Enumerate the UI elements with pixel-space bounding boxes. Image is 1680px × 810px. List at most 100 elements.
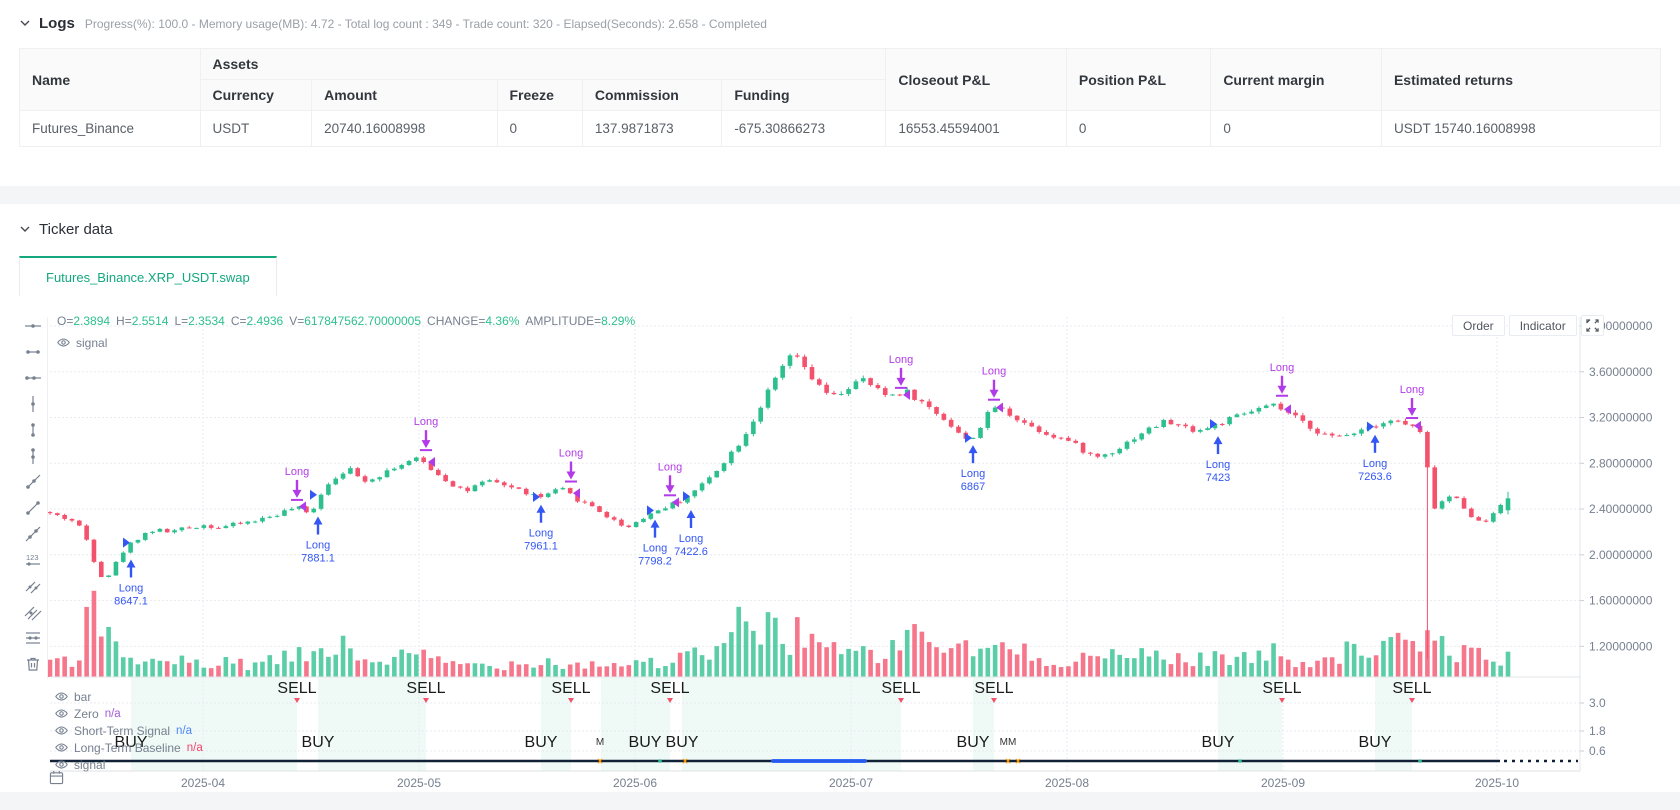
main-indicator-legend: signal	[57, 334, 107, 351]
svg-text:BUY: BUY	[666, 734, 699, 751]
ohlc-info-item: H=2.5514	[116, 314, 169, 328]
svg-text:BUY: BUY	[525, 734, 558, 751]
legend-label: signal	[74, 757, 106, 772]
svg-text:Long: Long	[306, 540, 330, 552]
svg-text:7798.2: 7798.2	[638, 556, 672, 568]
segment-line-icon[interactable]	[24, 499, 42, 517]
indicator-button[interactable]: Indicator	[1508, 315, 1577, 336]
legend-label: bar	[74, 689, 92, 704]
parallel-line-icon[interactable]	[24, 603, 42, 621]
svg-text:6867: 6867	[961, 481, 985, 493]
svg-text:×: ×	[1005, 757, 1011, 768]
axes	[50, 317, 1581, 772]
parallel-segment-icon[interactable]	[24, 577, 42, 595]
logs-section: Logs Progress(%): 100.0 - Memory usage(M…	[0, 0, 1680, 186]
horizontal-ray-icon[interactable]	[24, 369, 42, 387]
vertical-line-icon[interactable]	[24, 395, 42, 413]
col-header-name: Name	[19, 48, 201, 111]
eye-icon[interactable]	[55, 724, 68, 737]
svg-text:SELL: SELL	[1262, 680, 1301, 697]
assets-table: Name Assets Closeout P&L Position P&L Cu…	[19, 48, 1662, 147]
svg-text:7422.6: 7422.6	[674, 546, 708, 558]
ticker-data-header: Ticker data	[19, 216, 1661, 242]
svg-text:SELL: SELL	[277, 680, 316, 697]
tab-futures-binance-xrp-usdt[interactable]: Futures_Binance.XRP_USDT.swap	[19, 256, 277, 296]
legend-item-signal: signal	[55, 756, 203, 773]
vertical-segment-icon[interactable]	[24, 421, 42, 439]
svg-text:0.6: 0.6	[1589, 744, 1606, 758]
horizontal-line-icon[interactable]	[24, 317, 42, 335]
fullscreen-button[interactable]	[1580, 315, 1604, 336]
svg-text:123: 123	[26, 553, 39, 562]
ohlc-info-item: CHANGE=4.36%	[427, 314, 520, 328]
tab-label: Futures_Binance.XRP_USDT.swap	[46, 269, 250, 285]
svg-text:Long: Long	[529, 528, 553, 540]
col-header-amount: Amount	[311, 79, 498, 111]
svg-text:1.60000000: 1.60000000	[1589, 594, 1653, 608]
eye-icon[interactable]	[57, 336, 70, 349]
collapse-chevron-icon[interactable]	[19, 223, 31, 235]
ray-line-icon[interactable]	[24, 473, 42, 491]
collapse-chevron-icon[interactable]	[19, 17, 31, 29]
price-channel-line-icon[interactable]	[24, 629, 42, 647]
svg-text:2.00000000: 2.00000000	[1589, 548, 1653, 562]
col-header-estimated-returns: Estimated returns	[1380, 48, 1662, 111]
vertical-ray-icon[interactable]	[24, 447, 42, 465]
legend-label: Zero	[74, 706, 99, 721]
legend-value: n/a	[186, 741, 203, 754]
svg-text:2025-05: 2025-05	[397, 776, 441, 790]
price-line-icon[interactable]: 123	[24, 551, 42, 569]
svg-text:2025-10: 2025-10	[1475, 776, 1519, 790]
svg-text:Long: Long	[119, 582, 143, 594]
svg-text:Long: Long	[1363, 458, 1387, 470]
order-button[interactable]: Order	[1452, 315, 1505, 336]
candles	[47, 352, 1511, 659]
legend-value: n/a	[104, 707, 121, 720]
col-header-currency: Currency	[199, 79, 313, 111]
horizontal-segment-icon[interactable]	[24, 343, 42, 361]
long-exit-markers: Long Long Long Long Long Long Long Long	[285, 354, 1424, 512]
svg-text:2025-09: 2025-09	[1261, 776, 1305, 790]
svg-text:2025-08: 2025-08	[1045, 776, 1089, 790]
gridlines	[50, 317, 1580, 771]
legend-item-zero: Zero n/a	[55, 705, 203, 722]
svg-text:Long: Long	[889, 354, 913, 366]
kline-chart[interactable]: 123 4.00000000 3.60000000 3.20000000 2.8000…	[19, 303, 1661, 793]
svg-text:BUY: BUY	[1359, 734, 1392, 751]
svg-text:1.20000000: 1.20000000	[1589, 639, 1653, 653]
eye-icon[interactable]	[55, 707, 68, 720]
svg-text:BUY: BUY	[302, 734, 335, 751]
legend-item-signal: signal	[57, 334, 107, 351]
logs-header: Logs Progress(%): 100.0 - Memory usage(M…	[19, 10, 1661, 36]
svg-text:Long: Long	[559, 448, 583, 460]
chart-canvas[interactable]: 4.00000000 3.60000000 3.20000000 2.80000000…	[19, 303, 1661, 793]
remove-icon[interactable]	[24, 655, 42, 673]
svg-text:Long: Long	[285, 466, 309, 478]
svg-text:×: ×	[597, 757, 603, 768]
svg-text:4.00000000: 4.00000000	[1589, 319, 1653, 333]
logs-title: Logs	[39, 14, 75, 32]
ticker-data-title: Ticker data	[39, 220, 113, 238]
eye-icon[interactable]	[55, 741, 68, 754]
svg-text:×: ×	[1015, 757, 1021, 768]
ohlc-info-item: AMPLITUDE=8.29%	[525, 314, 636, 328]
svg-text:2025-06: 2025-06	[613, 776, 657, 790]
svg-text:Long: Long	[1400, 384, 1424, 396]
eye-icon[interactable]	[55, 690, 68, 703]
col-header-commission: Commission	[581, 79, 723, 111]
svg-text:SELL: SELL	[650, 680, 689, 697]
col-header-position-pl: Position P&L	[1065, 48, 1212, 111]
svg-text:Long: Long	[414, 416, 438, 428]
svg-text:Long: Long	[643, 543, 667, 555]
table-row: Futures_Binance USDT 20740.16008998 0 13…	[19, 110, 1662, 147]
calendar-icon[interactable]	[49, 770, 64, 790]
svg-text:Long: Long	[679, 533, 703, 545]
eye-icon[interactable]	[55, 758, 68, 771]
col-header-funding: Funding	[721, 79, 887, 111]
svg-text:SELL: SELL	[551, 680, 590, 697]
straight-line-icon[interactable]	[24, 525, 42, 543]
legend-item-long-term-baseline: Long-Term Baseline n/a	[55, 739, 203, 756]
svg-text:7881.1: 7881.1	[301, 553, 335, 565]
cell-commission: 137.9871873	[581, 110, 723, 147]
